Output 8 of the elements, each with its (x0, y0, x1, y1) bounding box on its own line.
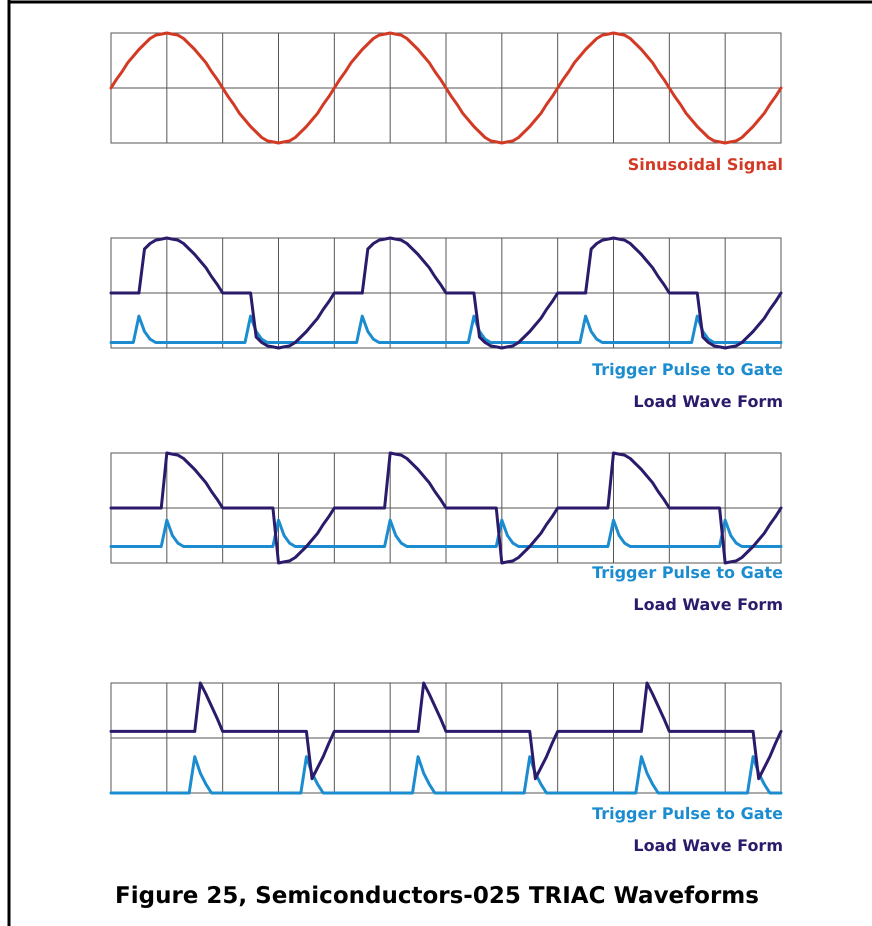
series-label: Sinusoidal Signal (628, 155, 783, 174)
text: Load Wave Form (633, 595, 783, 614)
series-label: Trigger Pulse to Gate (592, 804, 784, 823)
text: Load Wave Form (633, 836, 783, 855)
series-label: Trigger Pulse to Gate (592, 360, 784, 379)
series-label: Trigger Pulse to Gate (592, 563, 784, 582)
text: Figure 25, Semiconductors-025 TRIAC Waveforms (115, 883, 759, 909)
text: Load Wave Form (633, 392, 783, 411)
